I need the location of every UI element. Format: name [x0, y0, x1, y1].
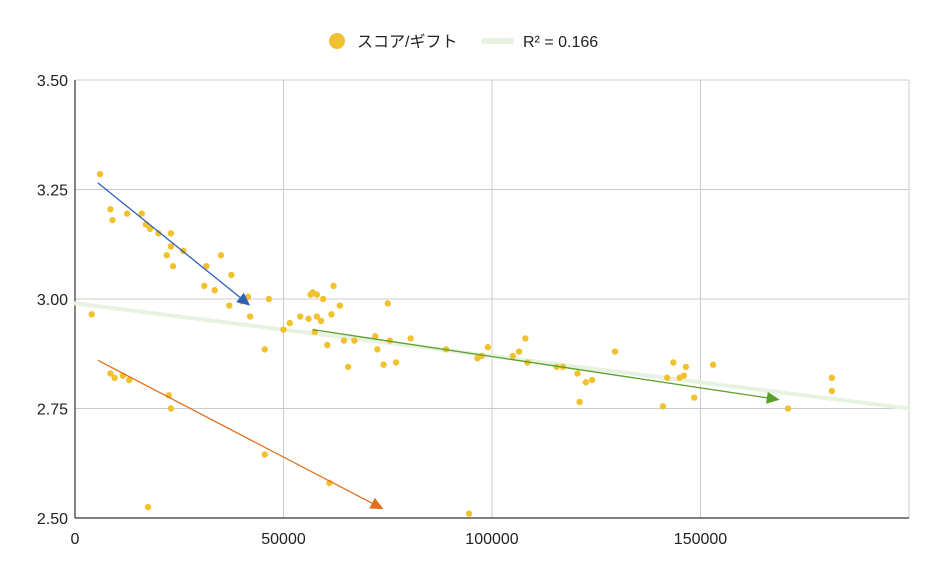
data-point	[522, 335, 529, 342]
data-point	[123, 210, 131, 217]
data-point	[96, 170, 104, 178]
data-point	[484, 343, 492, 351]
data-point	[392, 359, 400, 366]
data-point	[319, 295, 327, 303]
data-point	[324, 341, 331, 349]
data-point	[167, 230, 175, 237]
legend-swatch-score-gift	[329, 33, 345, 49]
data-point	[111, 374, 118, 382]
data-point	[138, 210, 145, 217]
data-point	[709, 361, 717, 368]
data-point	[351, 337, 358, 344]
data-point	[372, 333, 379, 340]
data-point	[330, 282, 337, 290]
data-point	[828, 387, 836, 395]
data-point	[828, 374, 836, 382]
data-point	[144, 503, 152, 511]
data-point	[691, 394, 698, 401]
data-point	[109, 216, 116, 224]
data-point	[261, 451, 268, 458]
arrow-line-0	[97, 182, 241, 298]
data-point	[228, 271, 235, 279]
x-tick-label: 50000	[261, 531, 306, 548]
data-point	[226, 302, 233, 309]
arrow-head-1	[765, 391, 780, 404]
arrow-line-2	[97, 359, 373, 504]
data-point	[286, 319, 293, 327]
data-point	[680, 372, 688, 379]
data-point	[265, 295, 273, 303]
data-point	[167, 243, 175, 250]
legend: スコア/ギフト R² = 0.166	[329, 33, 598, 51]
data-point	[313, 291, 321, 298]
data-point	[384, 300, 391, 307]
grid	[75, 79, 910, 519]
data-points	[88, 170, 836, 517]
data-point	[574, 370, 581, 377]
data-point	[163, 252, 170, 259]
data-point	[407, 335, 414, 342]
data-point	[663, 374, 671, 382]
data-point	[203, 262, 210, 270]
arrow-head-0	[236, 292, 251, 306]
y-tick-label: 3.25	[37, 183, 68, 200]
data-point	[328, 311, 335, 318]
data-point	[336, 302, 343, 309]
data-point	[611, 348, 619, 355]
data-point	[380, 361, 387, 368]
y-tick-label: 2.75	[37, 402, 68, 419]
data-point	[246, 313, 254, 320]
axes: 2.50 2.75 3.00 3.25 3.50 0 50000 100000 150000	[37, 73, 909, 548]
data-point	[465, 510, 473, 517]
legend-label-trendline: R² = 0.166	[523, 34, 598, 51]
y-tick-label: 3.00	[37, 292, 68, 309]
data-point	[313, 313, 321, 320]
data-point	[146, 225, 154, 233]
y-tick-label: 2.50	[37, 511, 68, 528]
arrow-line-1	[312, 329, 767, 399]
x-tick-label: 0	[71, 531, 80, 548]
data-point	[296, 313, 304, 320]
annotation-arrows	[97, 182, 780, 510]
data-point	[261, 346, 268, 353]
data-point	[107, 370, 114, 377]
legend-label-score-gift: スコア/ギフト	[357, 33, 457, 51]
data-point	[682, 363, 690, 371]
data-point	[107, 206, 114, 213]
data-point	[515, 348, 523, 355]
data-point	[784, 405, 792, 412]
data-point	[211, 287, 218, 294]
data-point	[509, 352, 517, 360]
data-point	[670, 359, 677, 366]
data-point	[576, 398, 583, 406]
arrow-head-2	[369, 497, 384, 510]
data-point	[126, 376, 133, 384]
data-point	[217, 252, 225, 259]
data-point	[582, 379, 590, 386]
data-point	[280, 326, 287, 333]
data-point	[169, 262, 177, 270]
data-point	[317, 317, 325, 325]
x-tick-label: 100000	[465, 531, 518, 548]
data-point	[659, 403, 667, 410]
data-point	[201, 282, 208, 290]
y-tick-label: 3.50	[37, 73, 68, 90]
data-point	[340, 337, 348, 344]
data-point	[167, 405, 175, 412]
data-point	[88, 311, 95, 318]
data-point	[305, 315, 312, 322]
data-point	[374, 346, 381, 353]
data-point	[155, 230, 162, 237]
data-point	[344, 363, 352, 371]
data-point	[588, 376, 596, 384]
x-tick-label: 150000	[674, 531, 727, 548]
